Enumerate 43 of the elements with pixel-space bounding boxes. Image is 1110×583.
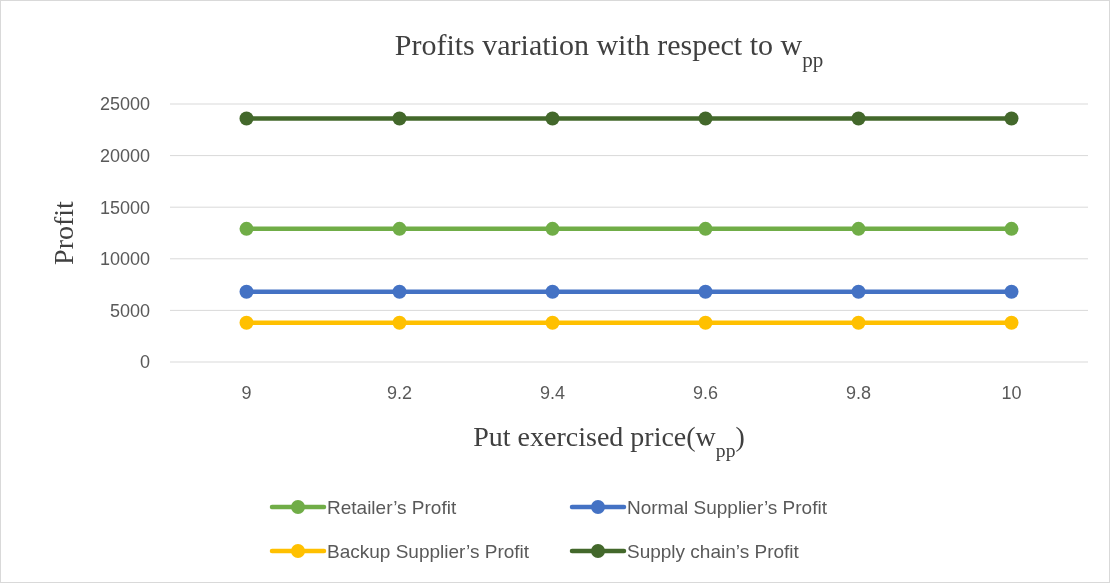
point — [239, 284, 254, 299]
legend-label: Normal Supplier’s Profit — [627, 496, 828, 518]
point — [1004, 284, 1019, 299]
point — [545, 315, 560, 330]
x-axis-title: Put exercised price(w$_{pp}$) — [473, 421, 745, 461]
point — [851, 284, 866, 299]
y-tick-label: 15000 — [99, 197, 150, 218]
y-tick-label: 5000 — [109, 300, 150, 321]
point — [698, 315, 713, 330]
y-axis-title: Profit — [48, 200, 79, 265]
x-tick-label: 10 — [1001, 383, 1022, 403]
point — [1004, 111, 1019, 126]
point — [239, 315, 254, 330]
legend-label: Supply chain’s Profit — [627, 540, 800, 562]
point — [392, 111, 407, 126]
point — [1004, 315, 1019, 330]
y-tick-label: 10000 — [99, 249, 150, 270]
y-tick-label: 25000 — [99, 94, 150, 115]
point — [698, 284, 713, 299]
point — [698, 111, 713, 126]
point — [239, 221, 254, 236]
point — [545, 284, 560, 299]
chart-title: Profits variation with respect to w$_{pp}$ — [394, 28, 824, 72]
x-tick-label: 9.2 — [386, 383, 413, 403]
legend-label: Backup Supplier’s Profit — [327, 540, 530, 562]
y-tick-label: 0 — [139, 352, 150, 373]
point — [851, 221, 866, 236]
x-tick-label: 9.8 — [845, 383, 872, 403]
x-tick-label: 9.6 — [692, 383, 719, 403]
point — [392, 315, 407, 330]
point — [392, 284, 407, 299]
y-tick-label: 20000 — [99, 145, 150, 166]
point — [698, 221, 713, 236]
x-tick-label: 9.4 — [539, 383, 566, 403]
x-tick-label: 9 — [241, 383, 252, 403]
legend-label: Retailer’s Profit — [327, 496, 457, 518]
point — [851, 315, 866, 330]
point — [239, 111, 254, 126]
point — [545, 111, 560, 126]
point — [545, 221, 560, 236]
point — [392, 221, 407, 236]
point — [851, 111, 866, 126]
point — [1004, 221, 1019, 236]
